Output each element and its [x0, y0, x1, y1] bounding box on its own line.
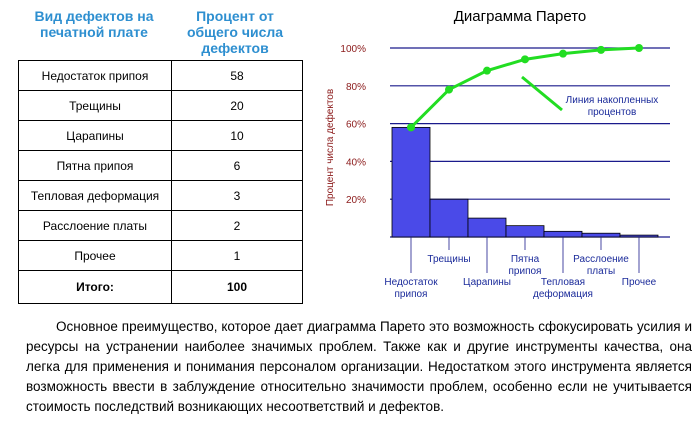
defect-name-cell: Пятна припоя: [18, 150, 172, 181]
bar: [467, 217, 507, 238]
defect-percent-cell: 58: [171, 60, 303, 91]
annotation-text: процентов: [588, 107, 637, 118]
category-label: Пятна: [511, 254, 540, 265]
table-header-defect-type: Вид дефектов на печатной плате: [34, 8, 154, 40]
defect-name-cell: Тепловая деформация: [18, 180, 172, 211]
defect-name-cell: Царапины: [18, 120, 172, 151]
bar: [505, 225, 545, 238]
description-paragraph: Основное преимущество, которое дает диаг…: [26, 319, 692, 414]
table-row: Расслоение платы 2: [18, 210, 303, 241]
defect-name-cell: Прочее: [18, 240, 172, 271]
table-row: Прочее 1: [18, 240, 303, 271]
y-tick-label: 80%: [346, 82, 366, 93]
annotation-pointer: [521, 75, 563, 112]
table-row: Пятна припоя 6: [18, 150, 303, 181]
y-tick-label: 60%: [346, 120, 366, 131]
cumulative-point: [445, 85, 453, 94]
bar: [391, 126, 431, 238]
table-row: Тепловая деформация 3: [18, 180, 303, 211]
pareto-chart: 20% 40% 60% 80% 100% Процент числа дефектов Не…: [324, 44, 670, 300]
table-header-percent: Процент от общего числа дефектов: [186, 8, 284, 56]
cumulative-point: [407, 123, 415, 132]
chart-title: Диаграмма Парето: [453, 8, 587, 25]
total-value-cell: 100: [171, 270, 303, 304]
defect-percent-cell: 3: [171, 180, 303, 211]
category-label: деформация: [533, 288, 593, 300]
cumulative-point: [635, 44, 643, 52]
y-axis-label: Процент числа дефектов: [324, 89, 336, 206]
cumulative-point: [521, 55, 529, 64]
table-row: Царапины 10: [18, 120, 303, 151]
defect-percent-cell: 6: [171, 150, 303, 181]
bar: [581, 232, 621, 238]
category-label: припоя: [395, 289, 428, 300]
category-label: Расслоение: [573, 254, 629, 265]
category-label: платы: [587, 266, 615, 277]
defect-name-cell: Трещины: [18, 90, 172, 121]
category-label: Царапины: [463, 277, 511, 288]
cumulative-point: [597, 45, 605, 54]
cumulative-point: [483, 66, 491, 75]
category-label: Тепловая: [541, 277, 585, 288]
table-row: Трещины 20: [18, 90, 303, 121]
defect-percent-cell: 1: [171, 240, 303, 271]
bar: [429, 198, 469, 238]
category-label: Прочее: [622, 277, 657, 288]
defect-percent-cell: 20: [171, 90, 303, 121]
y-tick-label: 100%: [340, 44, 366, 55]
annotation-text: Линия накопленных: [566, 95, 659, 106]
defect-percent-cell: 2: [171, 210, 303, 241]
category-label: Трещины: [427, 254, 470, 265]
category-label: припоя: [509, 266, 542, 277]
category-label: Недостаток: [384, 277, 438, 288]
table-total-row: Итого: 100: [18, 270, 303, 304]
bar: [619, 234, 659, 238]
bar: [543, 230, 583, 238]
table-row: Недостаток припоя 58: [18, 60, 303, 91]
y-tick-label: 40%: [346, 157, 366, 168]
defect-name-cell: Расслоение платы: [18, 210, 172, 241]
y-tick-label: 20%: [346, 195, 366, 206]
defect-percent-cell: 10: [171, 120, 303, 151]
total-label-cell: Итого:: [18, 270, 172, 304]
cumulative-point: [559, 49, 567, 58]
defect-name-cell: Недостаток припоя: [18, 60, 172, 91]
defects-table: Недостаток припоя 58 Трещины 20 Царапины 10 Пя…: [18, 60, 303, 304]
